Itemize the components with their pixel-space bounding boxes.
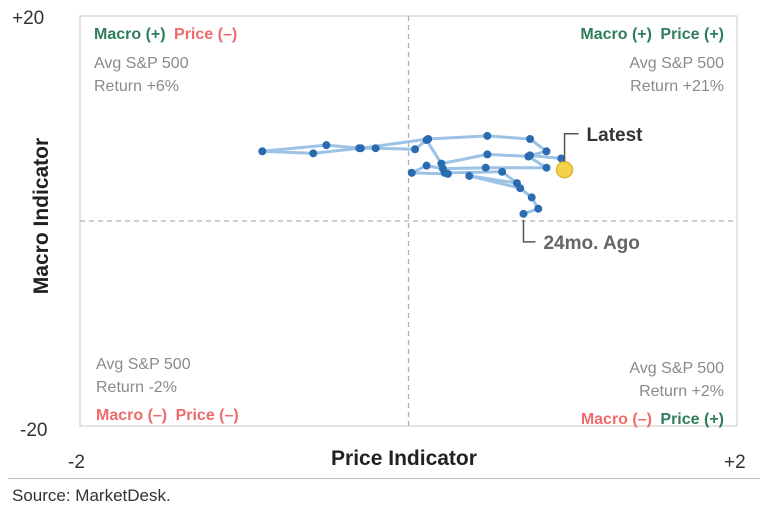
data-point bbox=[512, 179, 521, 188]
data-point bbox=[465, 171, 474, 180]
ago-leader-line bbox=[522, 219, 536, 243]
x-tick-label-right: +2 bbox=[724, 452, 746, 473]
quadrant-top-right-heading: Macro (+) Price (+) bbox=[580, 26, 724, 43]
quadrant-top-left-macro: Macro (+) bbox=[94, 26, 166, 43]
data-point bbox=[424, 135, 433, 143]
quadrant-bottom-left-macro: Macro (–) bbox=[96, 407, 167, 424]
annotations: Latest 24mo. Ago bbox=[522, 125, 644, 254]
quadrant-top-left-line1: Avg S&P 500 bbox=[94, 55, 189, 72]
data-point bbox=[356, 144, 365, 153]
latest-data-point bbox=[555, 161, 574, 179]
data-point bbox=[542, 163, 551, 172]
quadrant-bottom-right-macro: Macro (–) bbox=[581, 411, 652, 428]
data-point bbox=[443, 169, 452, 178]
data-point bbox=[483, 150, 492, 159]
data-point bbox=[526, 135, 535, 143]
source-note: Source: MarketDesk. bbox=[12, 486, 171, 505]
data-point bbox=[526, 151, 535, 160]
quadrant-top-left-price: Price (–) bbox=[174, 26, 237, 43]
quadrant-top-right-line1: Avg S&P 500 bbox=[629, 55, 724, 72]
data-point bbox=[519, 209, 528, 218]
data-point bbox=[309, 149, 318, 158]
source-divider bbox=[8, 478, 760, 479]
data-point bbox=[371, 144, 380, 153]
data-point bbox=[322, 141, 331, 150]
data-point bbox=[411, 145, 420, 154]
quadrant-bottom-right-price: Price (+) bbox=[660, 411, 724, 428]
latest-leader-line bbox=[563, 133, 579, 162]
y-tick-label-top: +20 bbox=[12, 8, 44, 29]
data-point bbox=[437, 159, 446, 168]
quadrant-top-left-heading: Macro (+) Price (–) bbox=[94, 26, 237, 43]
data-point bbox=[498, 167, 507, 176]
data-point bbox=[557, 154, 566, 163]
x-tick-label-left: -2 bbox=[68, 452, 85, 473]
data-point bbox=[258, 147, 267, 156]
data-point bbox=[534, 204, 543, 213]
quadrant-bottom-right-line2: Return +2% bbox=[639, 383, 724, 400]
quadrant-top-right-macro: Macro (+) bbox=[580, 26, 652, 43]
quadrant-bottom-right-heading: Macro (–) Price (+) bbox=[581, 411, 724, 428]
data-point bbox=[542, 147, 551, 156]
quadrant-bottom-left-heading: Macro (–) Price (–) bbox=[96, 407, 239, 424]
quadrant-bottom-right-line1: Avg S&P 500 bbox=[629, 360, 724, 377]
quadrant-top-right-line2: Return +21% bbox=[630, 78, 724, 95]
data-point bbox=[481, 163, 490, 172]
quadrant-bottom-left-line2: Return -2% bbox=[96, 379, 177, 396]
data-points bbox=[258, 131, 574, 218]
quadrant-top-right-price: Price (+) bbox=[660, 26, 724, 43]
data-point bbox=[527, 193, 536, 202]
latest-label: Latest bbox=[587, 125, 644, 146]
ago-label: 24mo. Ago bbox=[543, 233, 639, 254]
data-point bbox=[483, 131, 492, 140]
scatter-chart: +20 -20 -2 +2 Price Indicator Macro Indi… bbox=[12, 8, 746, 473]
y-axis-title: Macro Indicator bbox=[30, 138, 53, 294]
quadrant-bottom-left-price: Price (–) bbox=[176, 407, 239, 424]
quadrant-top-left-line2: Return +6% bbox=[94, 78, 179, 95]
y-tick-label-bottom: -20 bbox=[20, 420, 47, 441]
x-axis-title: Price Indicator bbox=[331, 447, 477, 470]
quadrant-bottom-left-line1: Avg S&P 500 bbox=[96, 356, 191, 373]
data-point bbox=[422, 161, 431, 170]
data-point bbox=[407, 168, 416, 177]
